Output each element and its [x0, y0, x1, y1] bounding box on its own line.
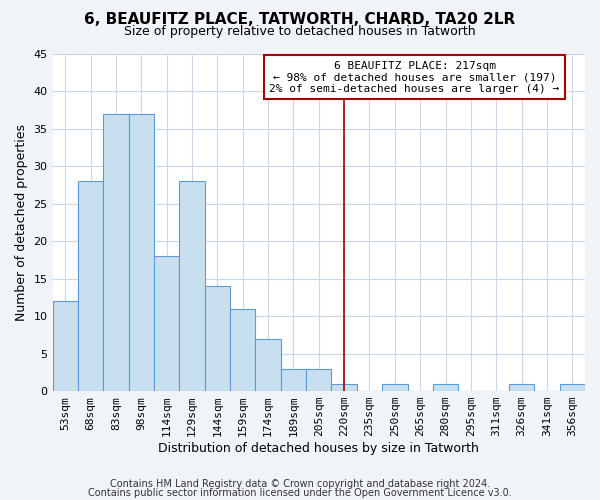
Bar: [230, 308, 256, 391]
Bar: [382, 384, 407, 391]
Text: Contains HM Land Registry data © Crown copyright and database right 2024.: Contains HM Land Registry data © Crown c…: [110, 479, 490, 489]
Bar: [560, 384, 585, 391]
Bar: [103, 114, 128, 391]
Bar: [179, 182, 205, 391]
Text: Contains public sector information licensed under the Open Government Licence v3: Contains public sector information licen…: [88, 488, 512, 498]
Bar: [78, 182, 103, 391]
Bar: [205, 286, 230, 391]
Bar: [154, 256, 179, 391]
Bar: [281, 368, 306, 391]
Bar: [128, 114, 154, 391]
Bar: [509, 384, 534, 391]
X-axis label: Distribution of detached houses by size in Tatworth: Distribution of detached houses by size …: [158, 442, 479, 455]
Text: Size of property relative to detached houses in Tatworth: Size of property relative to detached ho…: [124, 25, 476, 38]
Bar: [433, 384, 458, 391]
Bar: [331, 384, 357, 391]
Bar: [53, 301, 78, 391]
Text: 6 BEAUFITZ PLACE: 217sqm
← 98% of detached houses are smaller (197)
2% of semi-d: 6 BEAUFITZ PLACE: 217sqm ← 98% of detach…: [269, 60, 560, 94]
Y-axis label: Number of detached properties: Number of detached properties: [15, 124, 28, 321]
Bar: [256, 338, 281, 391]
Bar: [306, 368, 331, 391]
Text: 6, BEAUFITZ PLACE, TATWORTH, CHARD, TA20 2LR: 6, BEAUFITZ PLACE, TATWORTH, CHARD, TA20…: [85, 12, 515, 28]
